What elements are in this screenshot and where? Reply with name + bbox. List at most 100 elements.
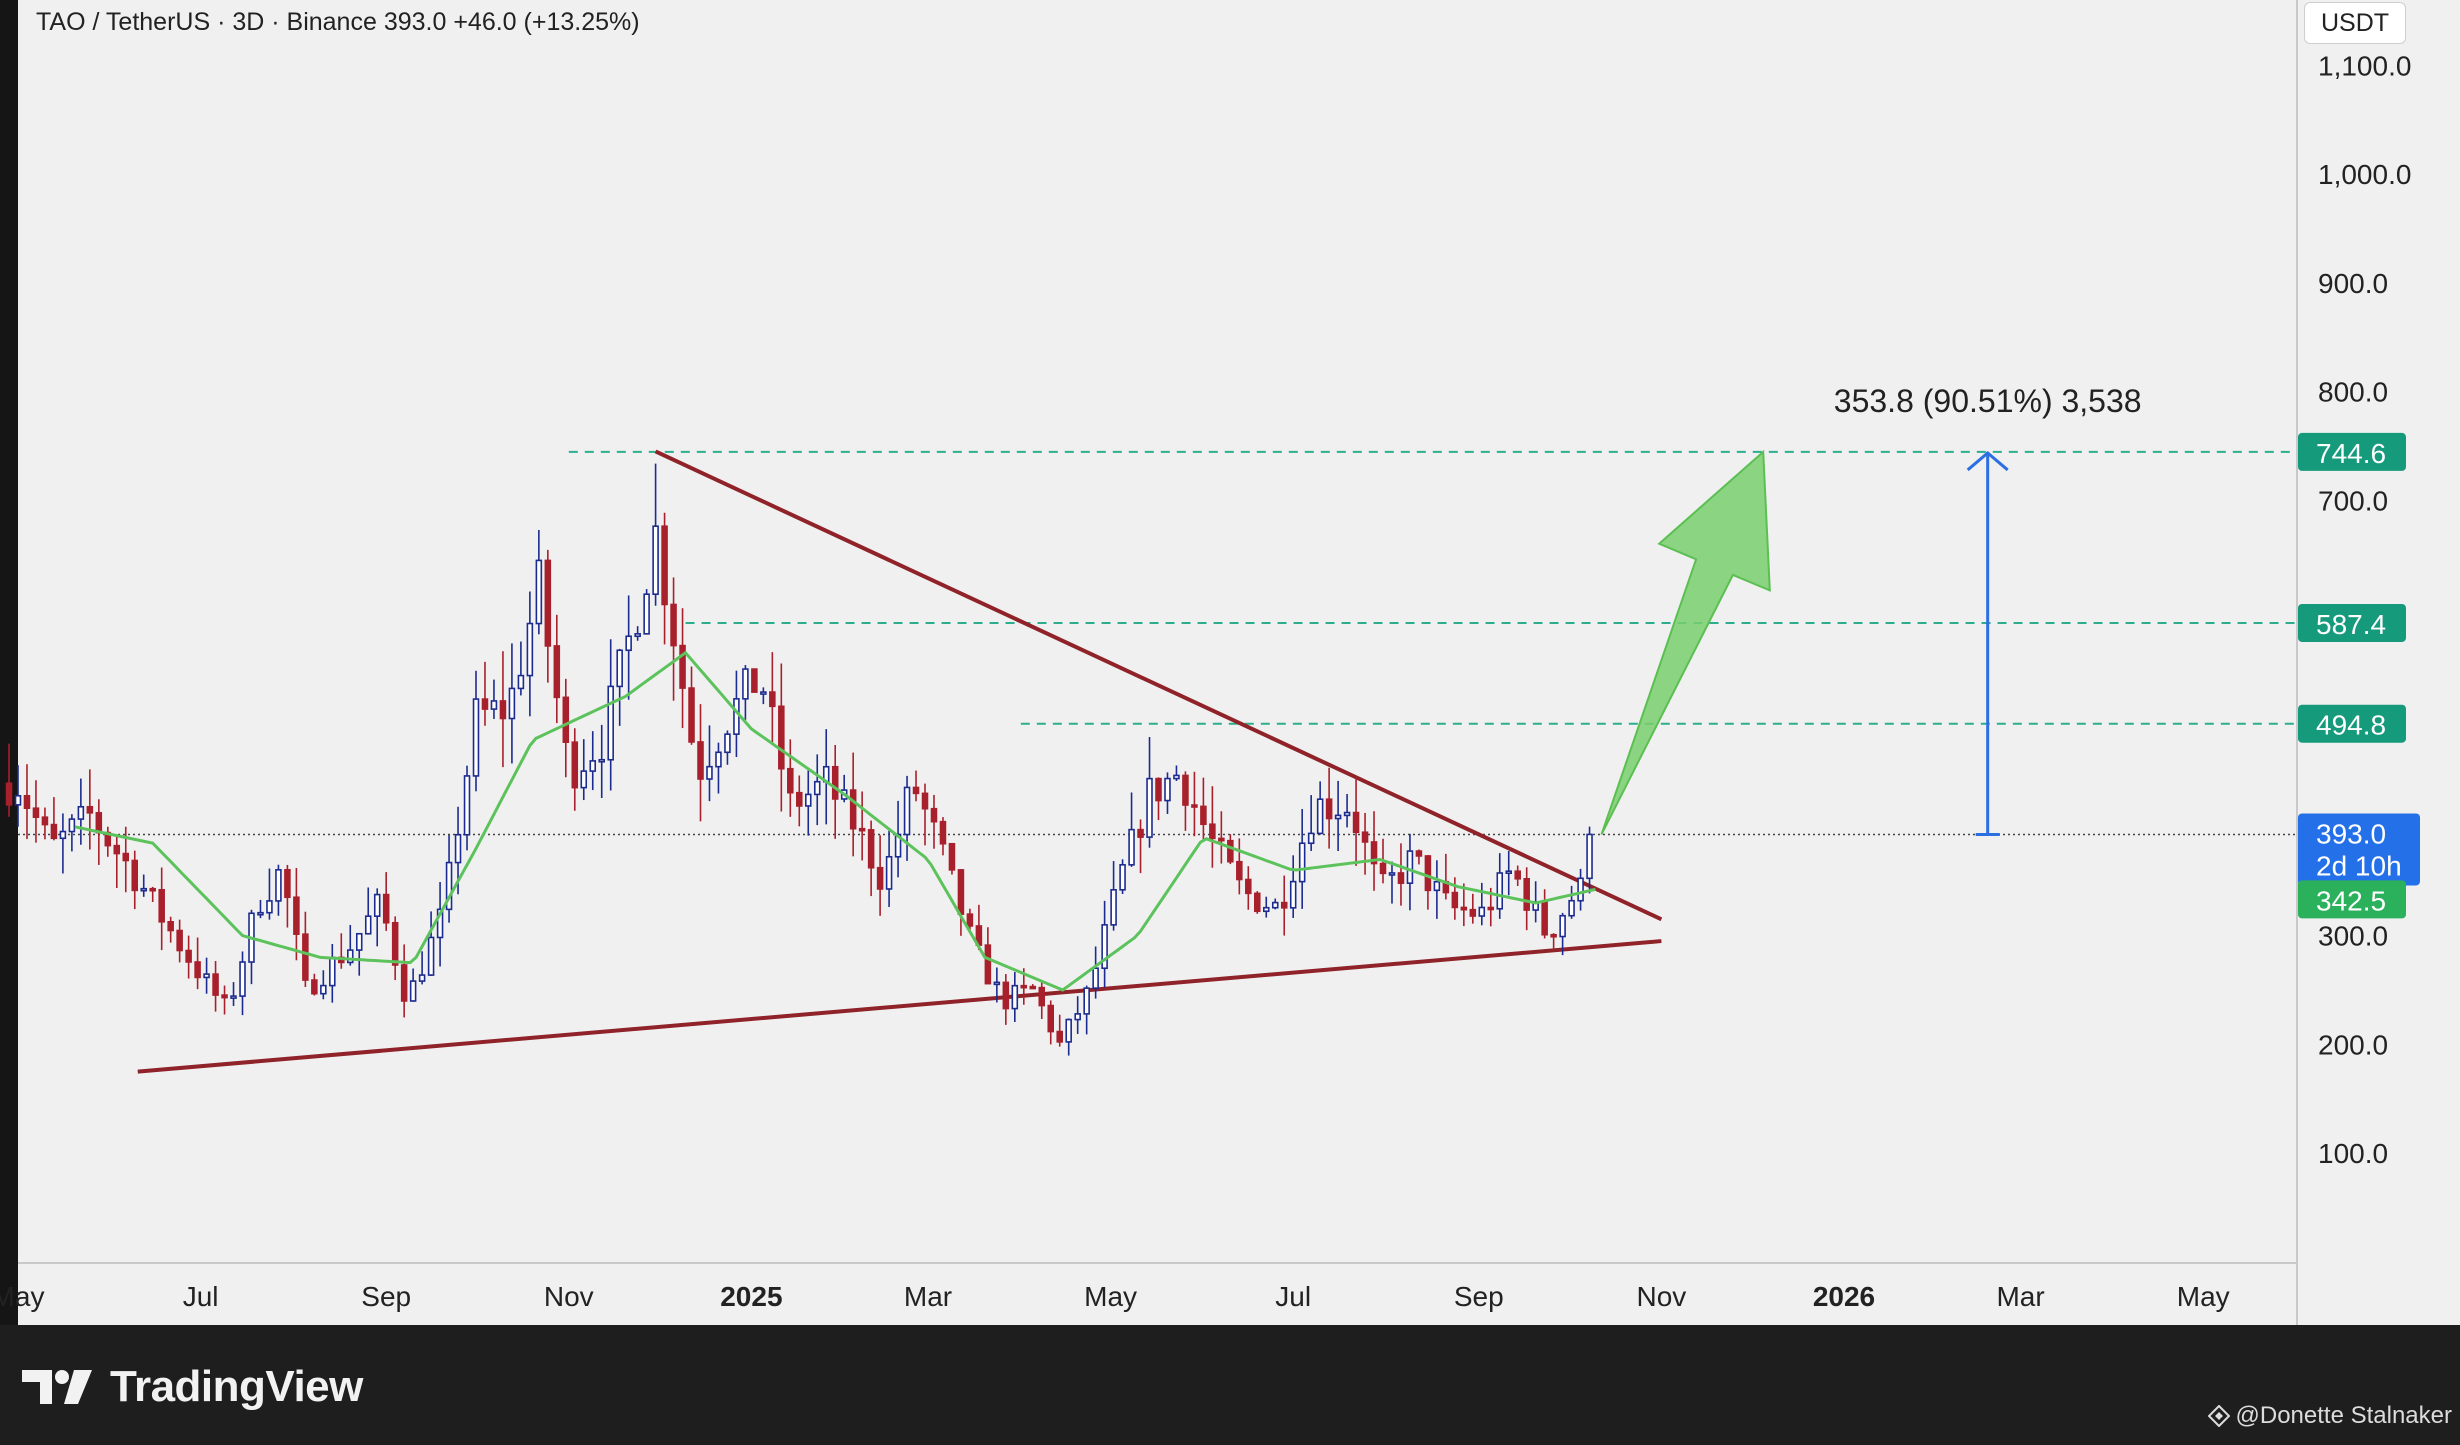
- moving-average-badge-text-0: 342.5: [2316, 885, 2386, 916]
- candle-body: [1083, 987, 1090, 1015]
- candle-33: [302, 911, 309, 988]
- candle-62: [562, 678, 570, 778]
- candle-body: [257, 911, 264, 916]
- price-scale[interactable]: [2296, 0, 2460, 1325]
- candle-106: [957, 869, 965, 936]
- candle-63: [571, 728, 579, 811]
- current-price-badge: 393.02d 10h: [2298, 813, 2420, 886]
- candle-89: [804, 770, 812, 836]
- candle-126: [1137, 819, 1144, 874]
- candle-body: [221, 994, 228, 999]
- candle-body: [769, 691, 776, 708]
- candle-45: [409, 968, 417, 1002]
- current-price-badge-text-0: 393.0: [2316, 818, 2386, 849]
- candle-31: [284, 864, 291, 928]
- moving-average-badge-bg: [2298, 880, 2406, 919]
- candle-body: [1352, 811, 1360, 834]
- candle-body: [1280, 901, 1288, 909]
- candle-109: [984, 927, 992, 985]
- candle-body: [1047, 1004, 1055, 1033]
- target-level-badge-0: 744.6: [2298, 432, 2406, 471]
- candle-body: [1550, 933, 1557, 938]
- candle-12: [113, 834, 121, 889]
- candle-body: [5, 782, 13, 806]
- x-tick-label-7: Jul: [1275, 1281, 1311, 1312]
- candle-42: [382, 872, 390, 931]
- candle-39: [355, 932, 363, 976]
- y-tick-label-6: 700.0: [2318, 485, 2388, 516]
- candle-body: [1236, 860, 1243, 881]
- candle-175: [1577, 868, 1584, 911]
- binance-diamond-icon: [2207, 1405, 2230, 1427]
- candle-82: [742, 665, 749, 720]
- candle-84: [760, 687, 767, 705]
- candle-body: [1029, 985, 1037, 990]
- candle-156: [1406, 833, 1414, 911]
- resistance-trendline: [654, 449, 1663, 922]
- candle-111: [1002, 974, 1010, 1025]
- candle-body: [903, 786, 911, 836]
- candle-body: [1155, 777, 1162, 802]
- candle-93: [840, 774, 848, 803]
- candle-3: [32, 780, 40, 843]
- candle-60: [544, 549, 552, 683]
- candle-body: [1191, 804, 1198, 808]
- candle-11: [104, 826, 112, 857]
- candle-body: [1487, 906, 1495, 911]
- candle-167: [1505, 851, 1512, 896]
- candle-body: [194, 961, 201, 979]
- price-chart[interactable]: 353.8 (90.51%) 3,538 100.0 200.0 300.0 700.…: [0, 0, 2460, 1325]
- candle-body: [885, 855, 893, 890]
- chart-pane[interactable]: [18, 0, 2296, 1325]
- candle-body: [1182, 774, 1189, 806]
- candle-115: [1038, 982, 1046, 1019]
- candle-105: [948, 842, 956, 875]
- candle-53: [481, 661, 489, 726]
- candle-85: [769, 652, 776, 745]
- moving-average-line: [74, 650, 1596, 992]
- candle-body: [355, 932, 363, 951]
- candle-14: [131, 850, 139, 910]
- candle-162: [1460, 883, 1468, 927]
- watermark-text: @Donette Stalnaker: [2235, 1402, 2452, 1429]
- candle-97: [876, 835, 884, 916]
- target-level-badge-2-text-0: 494.8: [2316, 710, 2386, 741]
- candle-100: [903, 775, 911, 861]
- candle-body: [239, 961, 246, 997]
- candle-68: [616, 648, 623, 726]
- candle-8: [77, 778, 85, 845]
- moving-average-badge: 342.5: [2298, 880, 2406, 919]
- candle-body: [1065, 1018, 1072, 1043]
- symbol-title[interactable]: TAO / TetherUS · 3D · Binance 393.0 +46.…: [36, 8, 640, 36]
- candle-171: [1541, 889, 1548, 939]
- candle-body: [140, 887, 147, 892]
- candle-body: [787, 767, 794, 794]
- candle-101: [912, 770, 920, 802]
- candle-body: [167, 921, 174, 932]
- candle-body: [679, 644, 686, 689]
- candle-130: [1173, 765, 1180, 781]
- candle-75: [679, 608, 686, 729]
- candle-121: [1092, 946, 1099, 999]
- x-tick-label-4: 2025: [720, 1281, 782, 1312]
- tradingview-wordmark: TradingView: [110, 1362, 363, 1411]
- candle-92: [831, 745, 839, 839]
- candle-body: [347, 949, 354, 964]
- candle-147: [1325, 767, 1333, 849]
- candle-body: [418, 974, 426, 982]
- candle-163: [1469, 893, 1477, 924]
- candle-142: [1280, 875, 1288, 936]
- candle-body: [1406, 850, 1414, 884]
- candle-body: [230, 995, 237, 999]
- candle-body: [912, 786, 920, 795]
- candle-body: [966, 913, 974, 927]
- tradingview-logo[interactable]: TradingView: [22, 1362, 363, 1412]
- candle-body: [526, 622, 534, 677]
- candle-146: [1316, 781, 1324, 835]
- candle-body: [1343, 811, 1351, 817]
- candle-131: [1182, 771, 1189, 831]
- candle-body: [1370, 841, 1378, 865]
- candle-body: [1514, 870, 1521, 880]
- currency-button[interactable]: USDT: [2304, 2, 2406, 44]
